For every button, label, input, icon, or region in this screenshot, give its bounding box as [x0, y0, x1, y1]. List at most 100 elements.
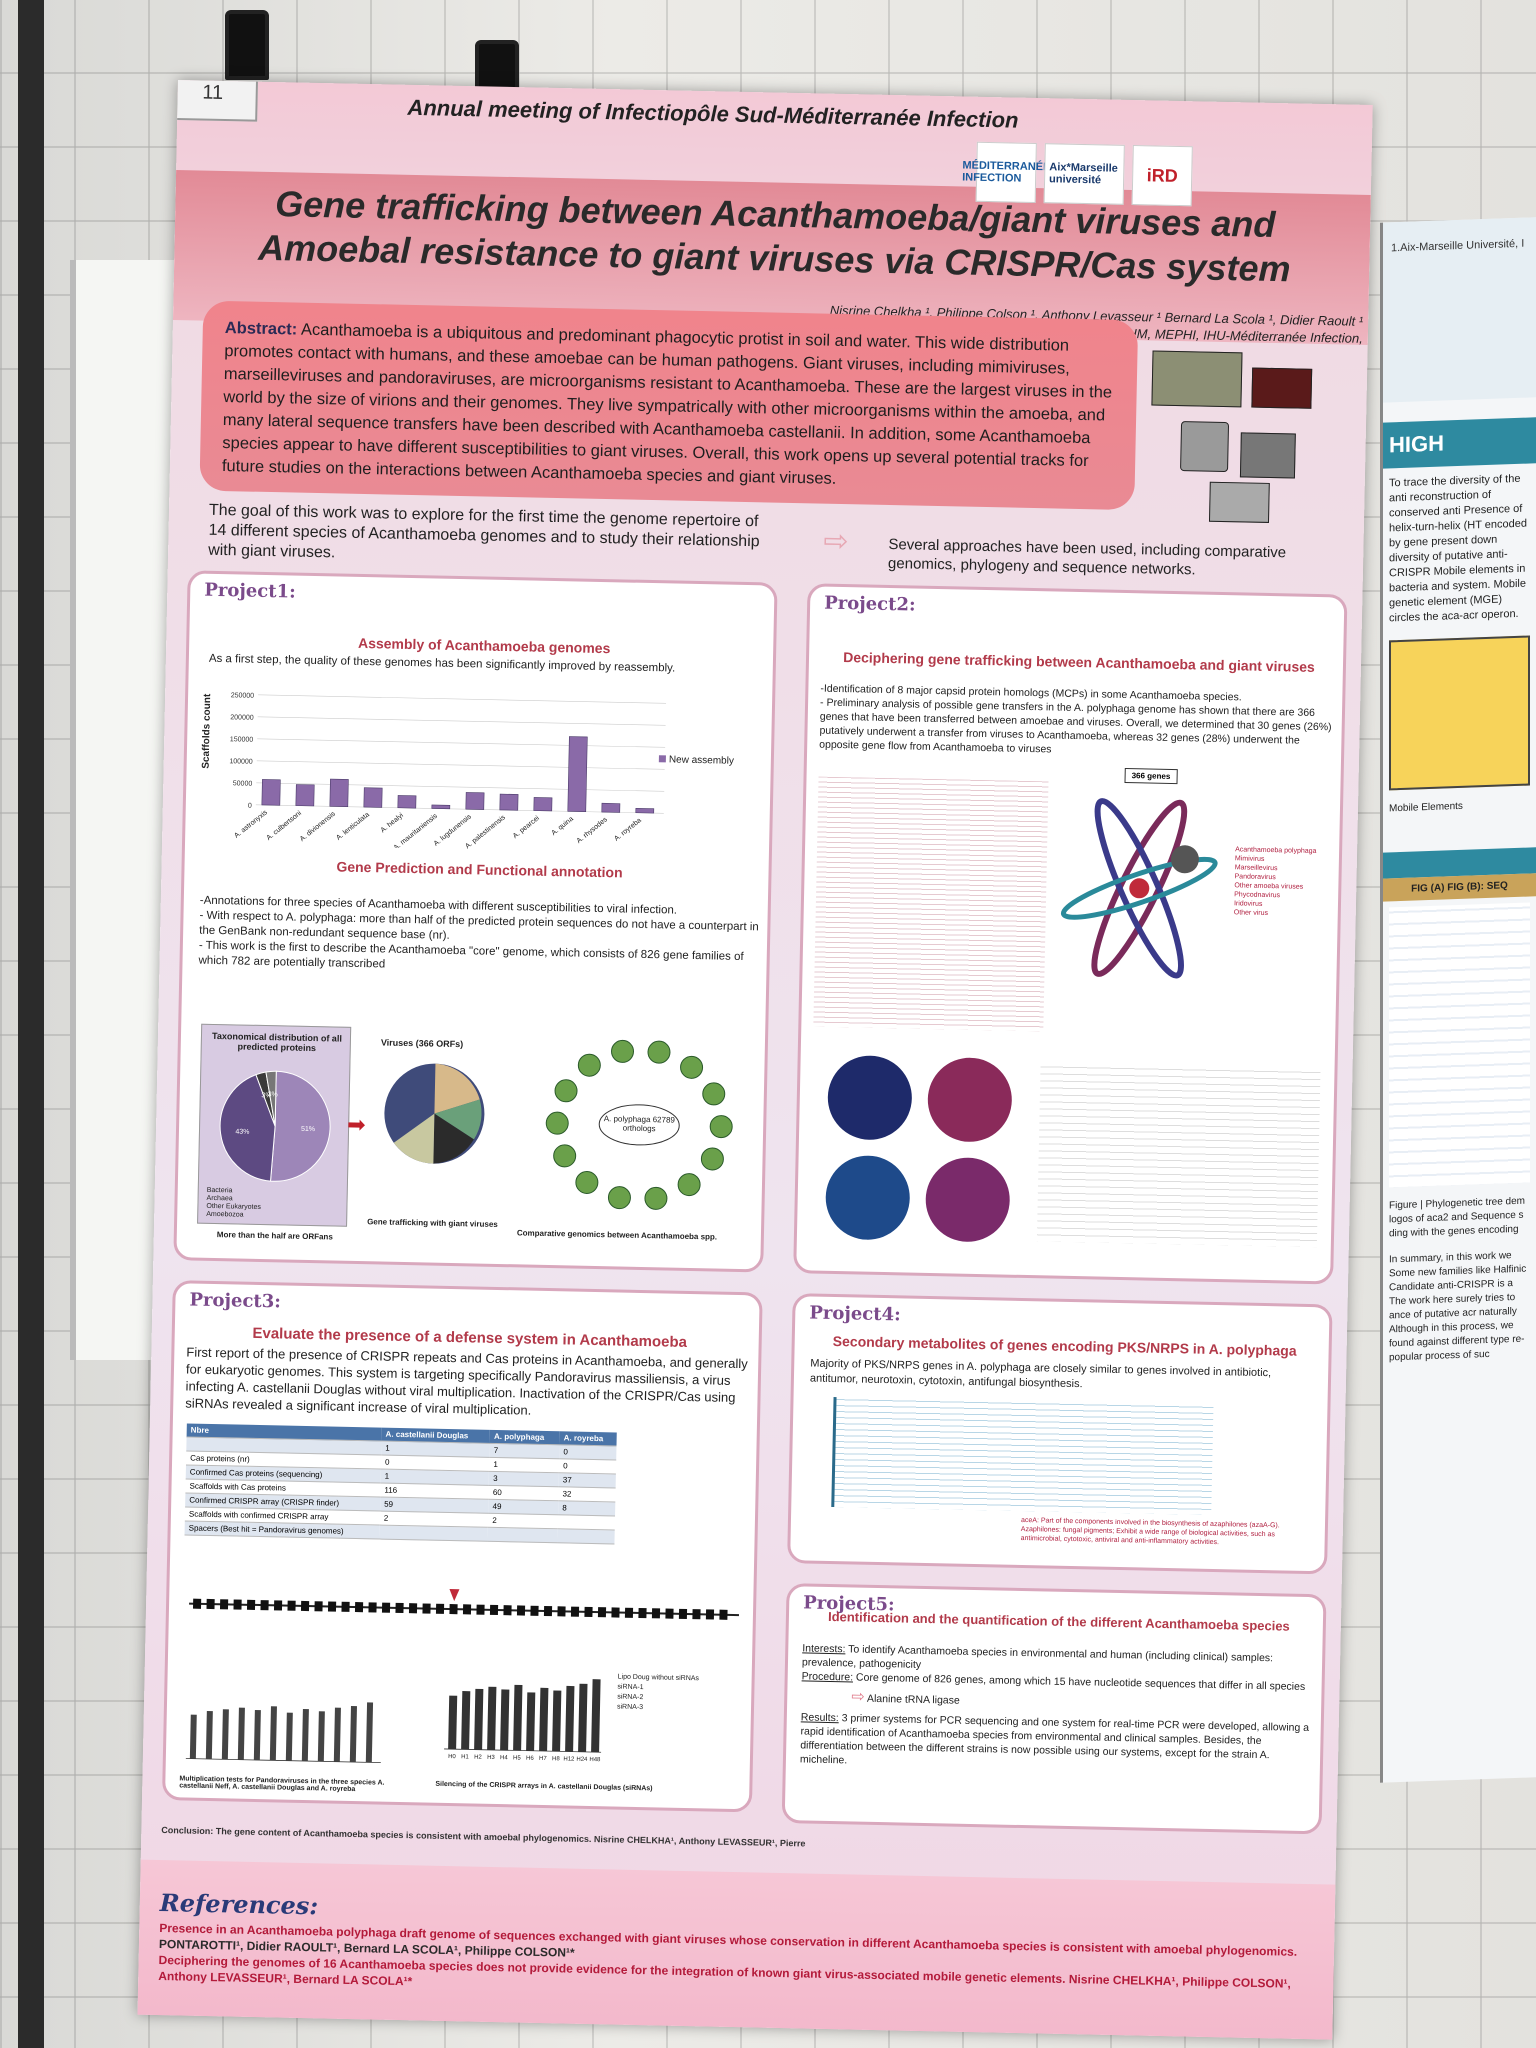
x-tick-label: H8 — [552, 1756, 560, 1762]
y-tick-label: 150000 — [230, 736, 254, 743]
scaffolds-bar-chart: Scaffolds count 0 50000 100000 150000 200000… — [201, 692, 734, 852]
sequence-network-figure — [1060, 798, 1218, 979]
project1-bullets: -Annotations for three species of Acanth… — [198, 894, 759, 981]
bar — [317, 1711, 325, 1762]
bar — [461, 1691, 471, 1750]
crispr-repeat — [408, 1603, 418, 1614]
bar — [578, 1683, 588, 1752]
x-tick-label: H5 — [513, 1755, 521, 1761]
x-tick-label: A. divionensis — [299, 810, 337, 843]
bar — [333, 1707, 341, 1762]
gridline — [256, 782, 665, 792]
bar — [474, 1688, 484, 1750]
neighbour-summary: In summary, in this work we Some new fam… — [1389, 1250, 1527, 1364]
procedure-label: Procedure: — [801, 1670, 854, 1684]
bar — [363, 787, 383, 808]
ring-caption: Comparative genomics between Acanthamoeb… — [516, 1228, 718, 1242]
silencing-legend: Lipo Doug without siRNAs siRNA-1 siRNA-2… — [617, 1673, 699, 1715]
crispr-repeat — [624, 1607, 634, 1618]
virus-pie-caption: Gene trafficking with giant viruses — [367, 1217, 498, 1229]
x-tick-label: H1 — [461, 1754, 469, 1760]
multiplication-caption: Multiplication tests for Pandoraviruses … — [179, 1775, 385, 1794]
crispr-repeat — [692, 1609, 701, 1620]
bar — [513, 1684, 523, 1751]
crispr-array-diagram — [189, 1589, 739, 1620]
pie-title: Taxonomical distribution of all predicte… — [211, 1030, 342, 1054]
pie-slice — [269, 1070, 331, 1182]
bar — [269, 1706, 277, 1761]
gridline — [256, 760, 665, 770]
crispr-repeat — [435, 1603, 445, 1614]
project4-heading: Secondary metabolites of genes encoding … — [832, 1332, 1297, 1359]
crispr-repeat — [381, 1602, 391, 1613]
species-node — [607, 1186, 631, 1210]
abstract-label: Abstract: — [224, 319, 298, 339]
crispr-repeat — [638, 1607, 647, 1619]
references-text: Presence in an Acanthamoeba polyphaga dr… — [158, 1920, 1309, 2008]
crispr-repeat — [449, 1604, 458, 1615]
bar — [261, 779, 281, 806]
bar — [465, 792, 485, 810]
species-node — [680, 1055, 704, 1079]
neighbour-poster-header: 1.Aix-Marseille Université, I — [1383, 217, 1536, 403]
references-band: References: Presence in an Acanthamoeba … — [137, 1859, 1336, 2040]
neighbour-label-mobile: Mobile Elements — [1389, 800, 1463, 815]
project4-panel: Project4: Secondary metabolites of genes… — [787, 1293, 1333, 1575]
references-title: References: — [159, 1888, 319, 1921]
bar — [635, 808, 655, 814]
bar — [253, 1709, 261, 1761]
pie-caption: More than the half are ORFans — [216, 1230, 333, 1242]
crispr-repeat — [233, 1599, 242, 1610]
crispr-repeat — [611, 1607, 620, 1618]
x-tick-label: H24 — [576, 1757, 588, 1763]
crispr-repeat — [368, 1602, 377, 1613]
multiplication-bar-chart — [185, 1702, 381, 1764]
bar — [601, 802, 621, 813]
crispr-repeat — [260, 1600, 269, 1611]
x-axis — [185, 1758, 381, 1764]
project2-panel: Project2: Deciphering gene trafficking b… — [793, 583, 1348, 1285]
y-tick-label: 250000 — [231, 692, 255, 699]
ird-logo: iRD — [1131, 145, 1193, 207]
legend-item: siRNA-3 — [616, 1703, 644, 1712]
pks-tree-figure — [831, 1397, 1214, 1515]
species-node — [554, 1079, 578, 1103]
bar — [565, 1685, 575, 1752]
interests-label: Interests: — [802, 1642, 846, 1656]
species-node — [553, 1144, 577, 1168]
bar — [448, 1695, 458, 1750]
crispr-repeat — [246, 1599, 256, 1610]
network-legend: Acanthamoeba polyphaga Mimivirus Marseil… — [1234, 845, 1317, 919]
y-tick-label: 100000 — [229, 758, 253, 765]
project4-text: Majority of PKS/NRPS genes in A. polypha… — [809, 1357, 1272, 1391]
crispr-repeat — [395, 1602, 404, 1614]
box-label: 366 genes — [1124, 767, 1178, 785]
project3-label: Project3: — [189, 1289, 282, 1313]
bullet: - Preliminary analysis of possible gene … — [819, 696, 1332, 756]
species-node — [575, 1170, 599, 1194]
species-node — [545, 1111, 569, 1135]
aix-marseille-logo: Aix*Marseille université — [1043, 143, 1125, 205]
x-tick-label: H4 — [500, 1755, 508, 1761]
crispr-repeat — [476, 1604, 485, 1615]
x-tick-label: H6 — [526, 1756, 534, 1762]
x-tick-label: A. lenticulata — [335, 811, 371, 842]
bar — [295, 784, 315, 807]
species-node — [702, 1082, 726, 1106]
virus-pie-chart — [384, 1063, 485, 1164]
crispr-repeat — [206, 1598, 215, 1610]
goal-statement: The goal of this work was to explore for… — [207, 501, 760, 562]
project4-label: Project4: — [809, 1302, 901, 1326]
bar — [397, 795, 417, 809]
y-tick-label: 50000 — [233, 780, 253, 787]
crispr-repeat — [287, 1600, 296, 1611]
x-tick-label: H12 — [563, 1756, 575, 1762]
circos-plots — [825, 1055, 1012, 1242]
alignment-figure — [1036, 1061, 1321, 1248]
crispr-repeat — [273, 1600, 283, 1611]
x-tick-label: H2 — [474, 1755, 482, 1761]
pie-label: 43% — [235, 1129, 249, 1136]
species-node — [709, 1115, 733, 1139]
neighbour-band: HIGH — [1383, 417, 1536, 469]
project1-label: Project1: — [204, 579, 296, 603]
